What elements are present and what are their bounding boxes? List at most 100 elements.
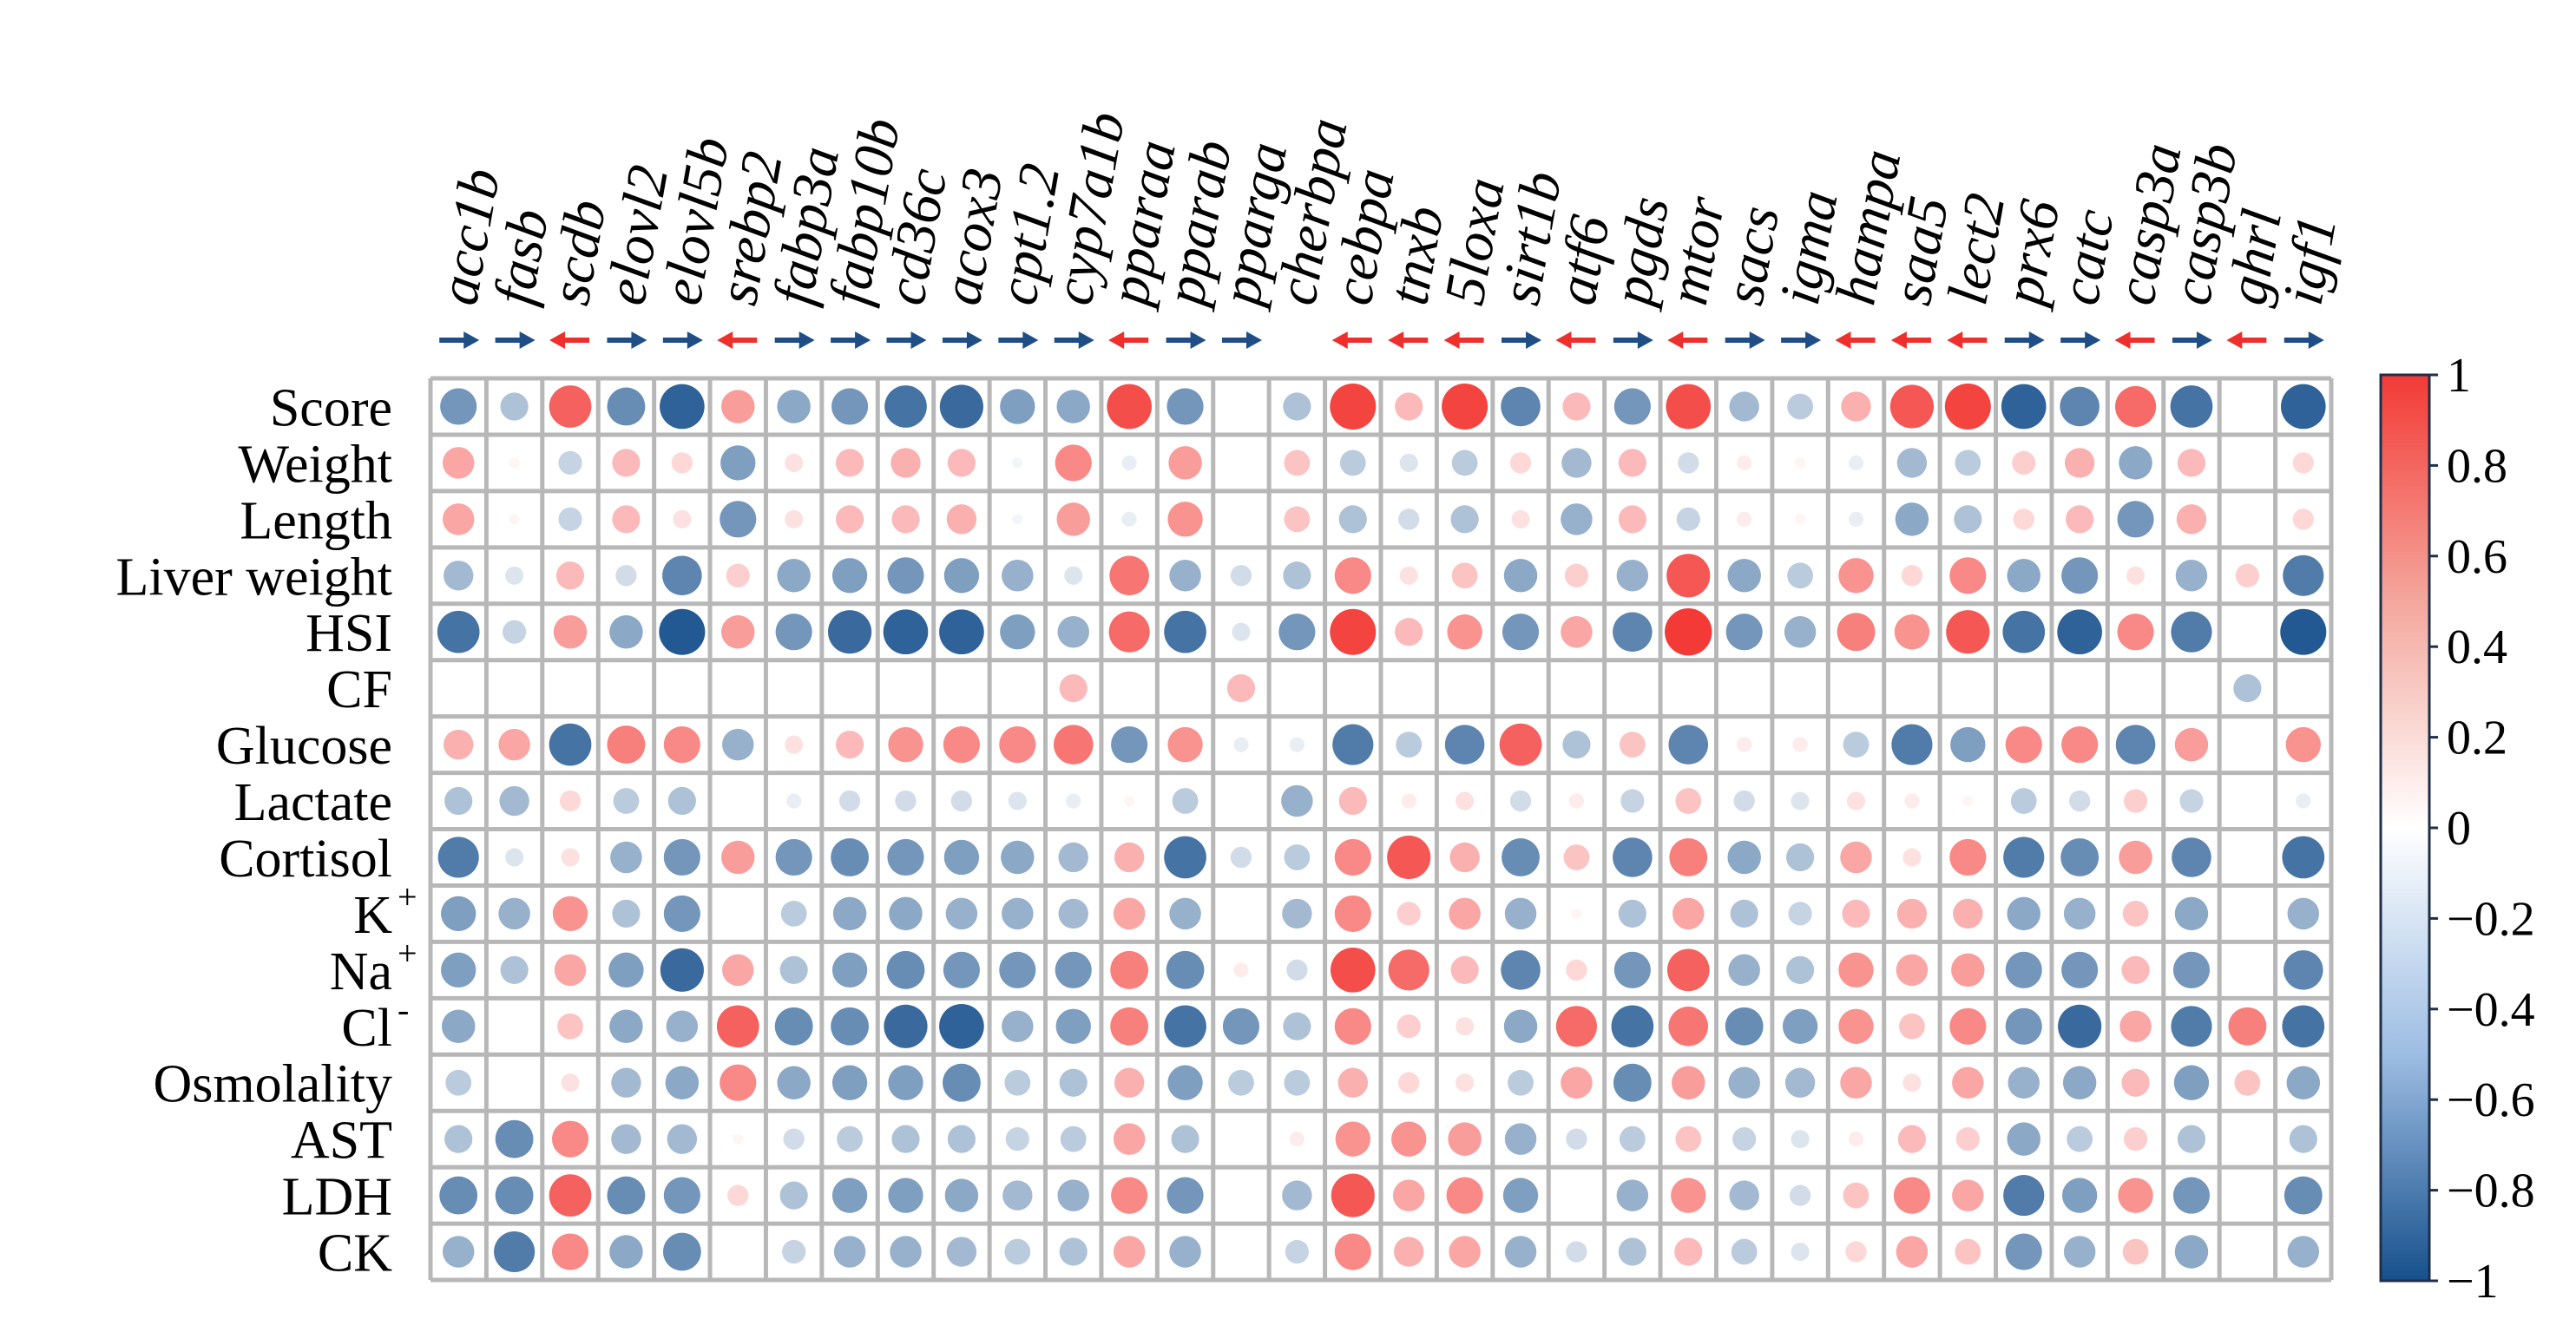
correlation-circle	[1398, 509, 1420, 530]
correlation-circle	[1456, 791, 1475, 810]
correlation-circle	[1675, 788, 1702, 814]
correlation-circle	[1504, 897, 1537, 930]
correlation-circle	[777, 1066, 811, 1099]
correlation-circle	[1449, 842, 1480, 873]
correlation-circle	[439, 1176, 478, 1215]
correlation-circle	[667, 786, 696, 816]
correlation-circle	[1838, 1008, 1874, 1044]
correlation-circle	[663, 838, 700, 876]
correlation-circle	[888, 726, 923, 763]
correlation-circle	[2233, 674, 2262, 703]
correlation-circle	[612, 899, 641, 929]
correlation-circle	[2068, 790, 2091, 812]
correlation-circle	[499, 785, 529, 817]
row-label: Cortisol	[219, 830, 392, 889]
correlation-circle	[883, 609, 929, 655]
correlation-circle	[716, 1005, 759, 1048]
correlation-circle	[785, 509, 804, 528]
correlation-circle	[1504, 1236, 1537, 1268]
correlation-circle	[835, 449, 864, 477]
correlation-circle	[1678, 452, 1699, 474]
correlation-circle	[1838, 952, 1874, 988]
correlation-circle	[1954, 505, 1982, 534]
correlation-circle	[498, 897, 530, 930]
correlation-circle	[1897, 1125, 1927, 1153]
arrow-down-icon	[2284, 331, 2324, 349]
correlation-circle	[943, 839, 980, 876]
correlation-circle	[832, 896, 867, 931]
correlation-circle	[942, 1063, 981, 1102]
correlation-circle	[2005, 726, 2042, 764]
correlation-circle	[1950, 726, 1986, 763]
correlation-circle	[2001, 384, 2047, 430]
correlation-circle	[1334, 557, 1371, 594]
correlation-circle	[1001, 840, 1035, 875]
correlation-circle	[1618, 1237, 1646, 1266]
correlation-circle	[442, 447, 475, 479]
correlation-circle	[609, 1235, 643, 1269]
row-label: Cl	[341, 999, 392, 1058]
correlation-circle	[558, 507, 582, 531]
correlation-circle	[2283, 555, 2324, 596]
correlation-circle	[2007, 1122, 2040, 1156]
arrow-down-icon	[774, 331, 815, 349]
correlation-circle	[1896, 1236, 1929, 1268]
correlation-circle	[837, 1125, 863, 1152]
correlation-circle	[440, 388, 477, 425]
correlation-circle	[1058, 898, 1088, 929]
correlation-circle	[2061, 1178, 2098, 1213]
correlation-circle	[1111, 1177, 1148, 1214]
correlation-circle	[2063, 1236, 2096, 1268]
correlation-circle	[1946, 610, 1990, 654]
correlation-circle	[1896, 448, 1928, 478]
correlation-circle	[1391, 1121, 1427, 1157]
correlation-circle	[2286, 1066, 2321, 1099]
correlation-circle	[1784, 615, 1817, 648]
correlation-circle	[1785, 955, 1815, 984]
correlation-circle	[1448, 1122, 1482, 1156]
correlation-circle	[2005, 1007, 2042, 1045]
colorbar-tick-label: −0.6	[2447, 1073, 2535, 1127]
correlation-circle	[1899, 1013, 1925, 1040]
correlation-circle	[943, 558, 980, 594]
correlation-circle	[1005, 1127, 1029, 1152]
correlation-circle	[2121, 1068, 2150, 1097]
correlation-circle	[1501, 950, 1541, 990]
correlation-circle	[1675, 1125, 1702, 1152]
correlation-circle	[495, 1176, 534, 1215]
correlation-circle	[775, 838, 812, 876]
correlation-circle	[1665, 608, 1712, 656]
correlation-circle	[1949, 1007, 1987, 1045]
correlation-circle	[999, 726, 1036, 764]
correlation-circle	[1111, 726, 1148, 764]
correlation-circle	[1060, 1125, 1087, 1152]
correlation-circle	[721, 614, 755, 649]
correlation-circle	[890, 1236, 922, 1268]
colorbar: 1 0.8 0.6 0.4 0.2 0 −0.2 −0.4 −0.6 −0.8 −1	[2379, 349, 2535, 1309]
correlation-circle	[1002, 897, 1034, 930]
correlation-circle	[1842, 899, 1870, 929]
correlation-circle	[2067, 1125, 2093, 1152]
correlation-circle	[775, 614, 812, 651]
correlation-circle	[726, 563, 750, 587]
correlation-circle	[1283, 392, 1311, 421]
correlation-circle	[1168, 446, 1202, 480]
correlation-circle	[2234, 1069, 2261, 1096]
correlation-circle	[2061, 951, 2099, 988]
correlation-circle	[1334, 838, 1371, 876]
correlation-circle	[2005, 951, 2042, 988]
correlation-circle	[444, 786, 473, 816]
arrow-down-icon	[439, 331, 480, 349]
correlation-circle	[437, 837, 479, 878]
correlation-circle	[1444, 725, 1485, 764]
correlation-circle	[2176, 504, 2207, 535]
correlation-circle	[607, 387, 646, 426]
correlation-circle	[1167, 1065, 1203, 1100]
correlation-circle	[561, 848, 580, 867]
correlation-circle	[2064, 448, 2095, 478]
correlation-circle	[1399, 566, 1418, 585]
correlation-circle	[2171, 611, 2212, 653]
correlation-circle	[1837, 613, 1876, 652]
correlation-circle	[1737, 455, 1752, 471]
